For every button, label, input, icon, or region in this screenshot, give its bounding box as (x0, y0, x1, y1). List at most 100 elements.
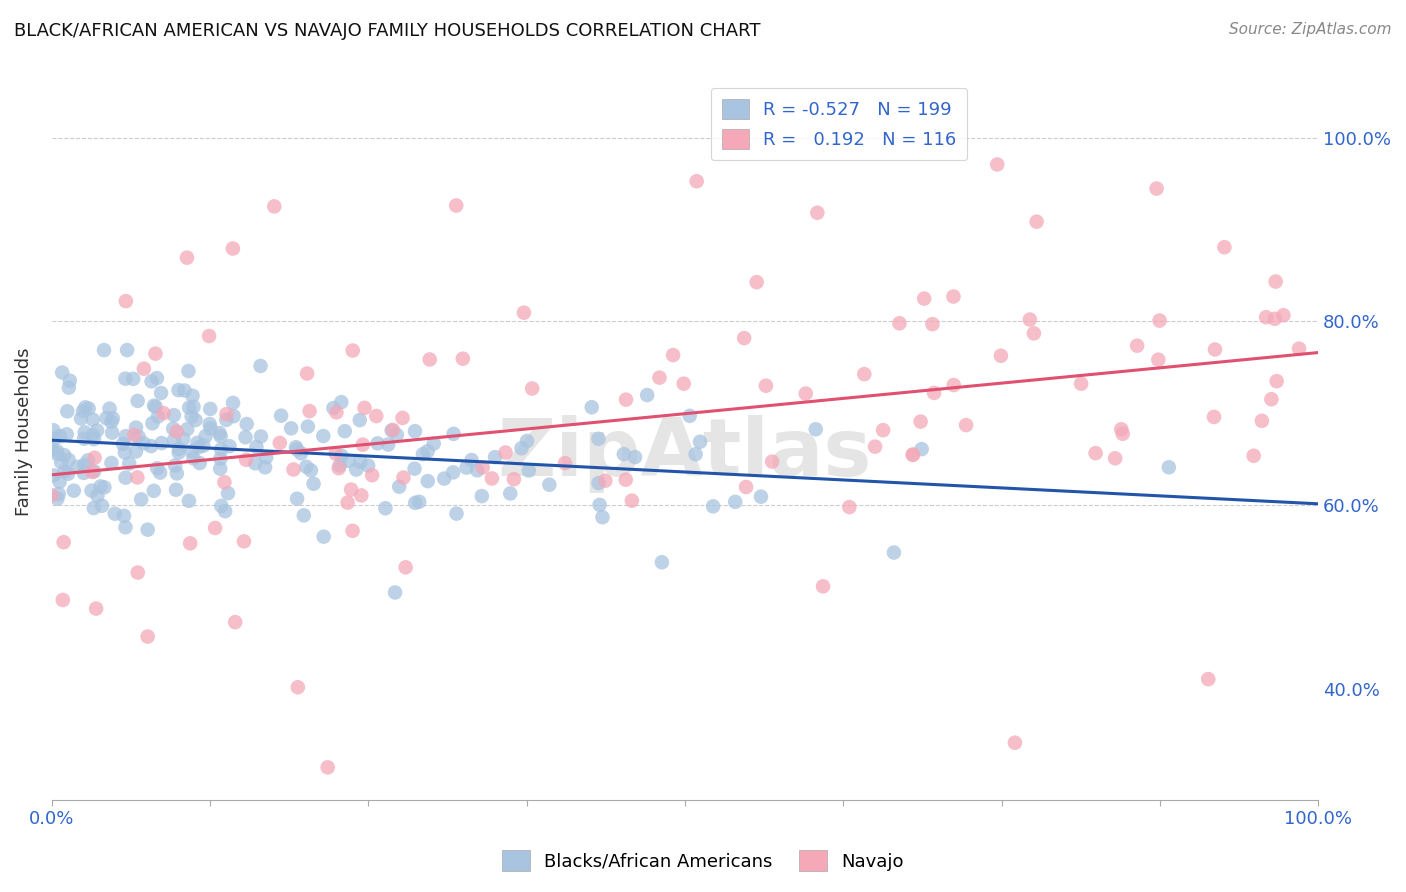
Y-axis label: Family Households: Family Households (15, 348, 32, 516)
Point (198, 417, 221, 431)
Point (901, 448, 924, 462)
Point (922, 385, 945, 400)
Point (172, 432, 194, 446)
Point (1202, 409, 1225, 424)
Point (942, 378, 965, 392)
Point (200, 421, 222, 435)
Point (66, 459, 89, 474)
Point (1265, 374, 1288, 388)
Point (150, 386, 173, 401)
Point (132, 436, 155, 450)
Point (111, 437, 134, 451)
Point (114, 520, 136, 534)
Point (183, 400, 205, 414)
Point (761, 454, 783, 468)
Point (44, 432, 66, 446)
Point (735, 480, 758, 494)
Point (165, 458, 187, 473)
Legend: R = -0.527   N = 199, R =   0.192   N = 116: R = -0.527 N = 199, R = 0.192 N = 116 (711, 87, 967, 161)
Point (1157, 460, 1180, 475)
Point (194, 429, 217, 443)
Point (388, 480, 411, 494)
Point (118, 457, 141, 471)
Point (115, 343, 138, 357)
Point (127, 393, 149, 408)
Point (80, 483, 103, 498)
Point (1149, 313, 1171, 327)
Point (384, 585, 406, 599)
Point (52, 593, 75, 607)
Point (302, 476, 325, 491)
Legend: Blacks/African Americans, Navajo: Blacks/African Americans, Navajo (495, 843, 911, 879)
Point (224, 615, 246, 629)
Point (883, 545, 905, 559)
Point (146, 409, 169, 424)
Point (337, 454, 360, 468)
Point (374, 501, 396, 516)
Point (167, 445, 190, 459)
Point (73, 425, 96, 440)
Point (554, 456, 576, 470)
Point (55, 427, 77, 442)
Point (588, 498, 610, 512)
Point (872, 423, 894, 437)
Point (122, 372, 145, 386)
Point (214, 475, 236, 490)
Point (613, 447, 636, 461)
Point (444, 198, 467, 212)
Point (912, 292, 935, 306)
Point (1111, 422, 1133, 436)
Point (1272, 308, 1295, 322)
Point (811, 579, 834, 593)
Point (222, 242, 245, 256)
Point (146, 461, 169, 475)
Point (218, 439, 240, 453)
Point (284, 440, 307, 454)
Point (349, 455, 371, 469)
Point (340, 483, 363, 497)
Point (82, 465, 104, 479)
Point (1126, 339, 1149, 353)
Point (538, 477, 561, 491)
Point (141, 375, 163, 389)
Point (41, 488, 63, 502)
Point (361, 468, 384, 483)
Point (101, 425, 124, 440)
Point (620, 493, 643, 508)
Point (180, 444, 202, 458)
Point (46, 447, 69, 461)
Point (72, 404, 94, 418)
Point (127, 470, 149, 484)
Point (100, 415, 122, 429)
Point (391, 411, 413, 425)
Point (672, 376, 695, 391)
Point (167, 383, 190, 397)
Point (222, 409, 245, 424)
Point (128, 430, 150, 444)
Point (58, 453, 80, 467)
Point (53, 448, 76, 462)
Point (52, 535, 75, 549)
Point (82, 412, 104, 426)
Point (209, 461, 232, 475)
Point (89, 479, 111, 493)
Point (636, 388, 658, 402)
Point (122, 428, 145, 442)
Point (733, 331, 755, 345)
Point (280, 421, 302, 435)
Point (328, 461, 350, 475)
Point (58, 381, 80, 395)
Point (254, 450, 277, 465)
Point (990, 349, 1012, 363)
Point (209, 451, 232, 466)
Point (806, 206, 828, 220)
Point (143, 399, 166, 413)
Point (180, 409, 202, 424)
Point (484, 450, 506, 464)
Point (56, 404, 79, 418)
Point (381, 424, 404, 438)
Point (366, 409, 388, 423)
Point (114, 471, 136, 485)
Point (685, 447, 707, 461)
Point (77, 401, 100, 416)
